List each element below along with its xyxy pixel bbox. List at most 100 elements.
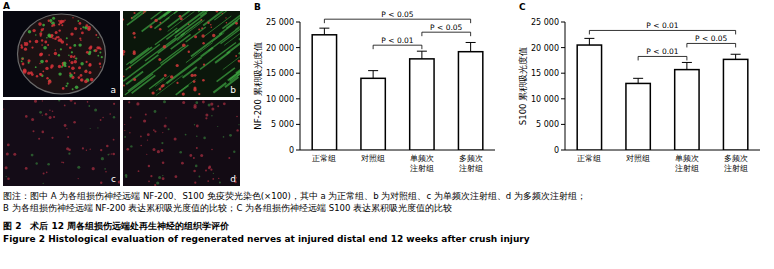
stain-dot	[165, 117, 166, 118]
stain-dot	[21, 46, 24, 49]
nerve-section	[18, 14, 106, 94]
stain-dot	[45, 60, 48, 63]
stain-dot	[194, 124, 195, 125]
stain-dot	[25, 115, 28, 118]
stain-dot	[133, 32, 136, 35]
stain-dot	[179, 151, 182, 154]
stain-dot	[88, 105, 90, 107]
error-cap	[584, 38, 594, 39]
stain-dot	[66, 37, 68, 39]
significance-label: P < 0.01	[381, 36, 414, 45]
stain-fiber	[171, 34, 191, 49]
stain-dot	[133, 12, 135, 14]
stain-dot	[124, 136, 126, 138]
stain-dot	[123, 18, 124, 20]
stain-dot	[193, 157, 195, 159]
stain-dot	[65, 85, 67, 87]
stain-dot	[74, 102, 76, 104]
category-label-line: 多频次	[459, 154, 483, 163]
stain-dot	[87, 28, 90, 31]
stain-dot	[24, 48, 27, 51]
stain-dot	[111, 153, 112, 154]
tick-label: 0	[289, 146, 294, 155]
stain-fiber	[223, 50, 240, 69]
stain-dot	[162, 162, 165, 165]
error-bar	[584, 38, 594, 45]
tick	[561, 73, 565, 74]
stain-dot	[61, 24, 63, 26]
stain-dot	[39, 111, 42, 114]
stain-dot	[161, 85, 164, 88]
significance-label: P < 0.01	[646, 47, 679, 56]
stain-dot	[72, 17, 73, 18]
stain-dot	[39, 73, 42, 76]
bar	[626, 83, 650, 150]
stain-dot	[57, 36, 59, 38]
image-background	[3, 11, 120, 97]
stain-dot	[71, 51, 73, 53]
stain-dot	[60, 20, 64, 24]
stain-dot	[74, 72, 76, 74]
stain-dot	[78, 66, 81, 69]
stain-dot	[113, 103, 115, 105]
stain-dot	[109, 113, 111, 115]
stain-dot	[69, 47, 72, 50]
stain-fiber	[142, 11, 170, 32]
stain-dot	[140, 145, 142, 147]
stain-dot	[38, 138, 40, 140]
stain-dot	[46, 172, 48, 174]
stain-dot	[58, 54, 60, 56]
stain-dot	[218, 178, 219, 179]
category-label-line: 正常组	[577, 154, 601, 163]
stain-dot	[213, 173, 214, 174]
stain-dot	[123, 76, 124, 78]
image-label: d	[230, 174, 236, 184]
error-bar	[417, 51, 427, 59]
stain-fiber	[158, 33, 185, 53]
tick-label: 15 000	[531, 69, 559, 78]
stain-dot	[160, 22, 162, 24]
stain-dot	[201, 27, 203, 29]
error-cap	[633, 78, 643, 79]
stain-dot	[41, 39, 43, 41]
stain-fiber	[200, 43, 236, 70]
stain-dot	[65, 65, 67, 67]
stain-dot	[58, 65, 61, 68]
stain-dot	[133, 78, 136, 81]
stain-dot	[211, 27, 213, 29]
stain-dot	[128, 101, 130, 103]
stain-dot	[158, 176, 161, 179]
stain-dot	[67, 83, 69, 85]
category-label: 正常组	[312, 154, 336, 163]
error-bar	[368, 71, 378, 79]
category-label: 对照组	[361, 154, 385, 163]
stain-dot	[150, 25, 153, 28]
stain-dot	[123, 53, 125, 55]
image-background	[123, 11, 240, 97]
category-label-line: 注射组	[675, 164, 699, 173]
category-label: 单频次注射组	[675, 154, 699, 173]
stain-dot	[208, 167, 211, 170]
stain-dot	[89, 71, 92, 74]
stain-dot	[162, 84, 165, 87]
stain-dot	[64, 105, 66, 107]
significance-bracket	[373, 45, 422, 49]
significance-bracket	[687, 43, 736, 47]
stain-dot	[42, 115, 43, 116]
stain-dot	[198, 93, 200, 95]
stain-dot	[210, 103, 213, 106]
stain-fiber	[126, 48, 149, 65]
stain-dot	[194, 106, 197, 109]
significance-label: P < 0.05	[695, 34, 728, 43]
stain-dot	[68, 54, 70, 56]
stain-dot	[21, 60, 23, 62]
stain-dot	[90, 78, 94, 82]
stain-dot	[82, 147, 84, 149]
error-stem	[638, 78, 639, 83]
image-label: b	[230, 85, 236, 95]
stain-fiber	[198, 11, 212, 12]
stain-dot	[125, 176, 127, 178]
stain-dot	[238, 124, 239, 125]
stain-dot	[70, 32, 73, 35]
stain-dot	[86, 150, 87, 151]
